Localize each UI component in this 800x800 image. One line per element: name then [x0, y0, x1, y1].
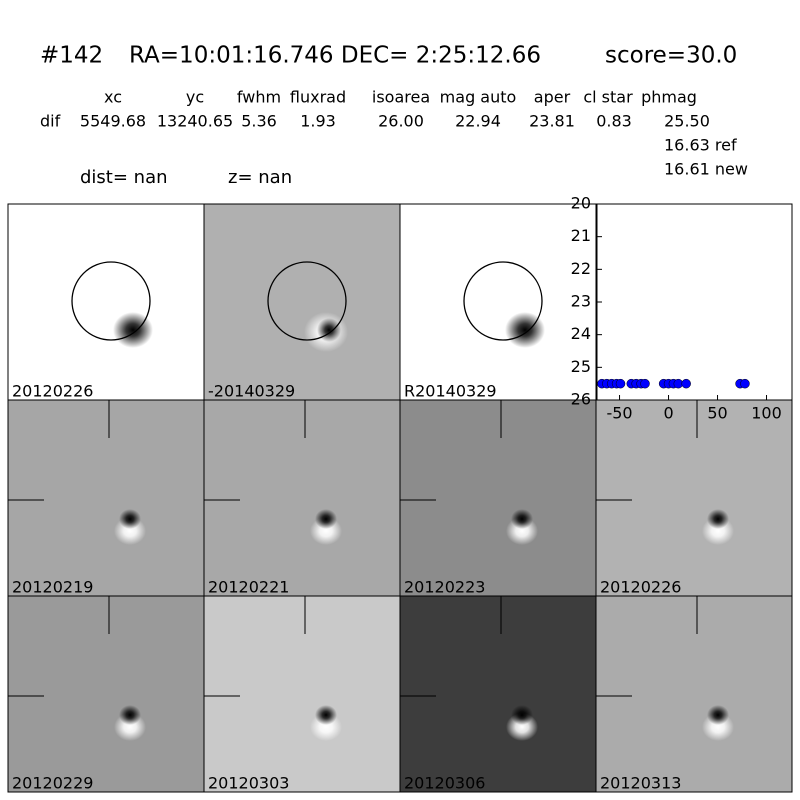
z: z= nan — [228, 167, 292, 188]
y-tick-label: 25 — [571, 357, 591, 376]
cell: 5549.68 — [80, 112, 146, 131]
panel-label: 20120313 — [600, 774, 681, 793]
panel-label: 20120223 — [404, 578, 485, 597]
cell: 26.00 — [378, 112, 424, 131]
cell: 25.50 — [664, 112, 710, 131]
column-header: xc — [104, 88, 122, 107]
x-tick-label: 50 — [707, 404, 727, 423]
dist: dist= nan — [80, 167, 168, 188]
point — [640, 378, 650, 389]
column-header: yc — [186, 88, 204, 107]
source — [505, 312, 545, 348]
panel-label: 20120219 — [12, 578, 93, 597]
image-panel — [203, 203, 401, 401]
score: score=30.0 — [605, 43, 737, 69]
cell: 22.94 — [455, 112, 501, 131]
panel-label: R20140329 — [404, 382, 497, 401]
cell: 5.36 — [241, 112, 277, 131]
aperture — [71, 261, 151, 341]
y-tick-label: 24 — [571, 324, 591, 343]
y-tick-label: 20 — [571, 194, 591, 213]
panel-label: 20120303 — [208, 774, 289, 793]
source — [317, 318, 341, 342]
source — [119, 705, 141, 725]
image-panel — [399, 399, 597, 597]
aperture — [267, 261, 347, 341]
cell: 23.81 — [529, 112, 575, 131]
image-panel — [595, 399, 793, 597]
extra: 16.63 ref — [664, 136, 737, 155]
id: #142 — [40, 43, 103, 69]
image-panel — [399, 203, 597, 401]
plot-area — [596, 203, 793, 401]
image-panel — [399, 595, 597, 793]
point — [740, 378, 750, 389]
image-panel — [7, 203, 205, 401]
column-header: phmag — [641, 88, 697, 107]
panel-label: 20120226 — [600, 578, 681, 597]
image-panel — [203, 595, 401, 793]
y-tick-label: 21 — [571, 226, 591, 245]
panel-label: 20120221 — [208, 578, 289, 597]
column-header: aper — [534, 88, 571, 107]
source — [315, 509, 337, 529]
x-tick-label: 100 — [751, 404, 782, 423]
source — [511, 705, 533, 725]
row-label: dif — [40, 112, 61, 131]
image-panel — [595, 595, 793, 793]
x-tick-label: 0 — [663, 404, 673, 423]
aperture — [463, 261, 543, 341]
point — [615, 378, 626, 389]
cell: 0.83 — [596, 112, 632, 131]
y-tick-label: 22 — [571, 259, 591, 278]
source — [119, 509, 141, 529]
point — [681, 378, 691, 389]
column-header: fwhm — [237, 88, 281, 107]
x-tick-label: -50 — [606, 404, 632, 423]
source — [707, 509, 729, 529]
image-panel — [7, 595, 205, 793]
image-panel — [7, 399, 205, 597]
panel-label: 20120229 — [12, 774, 93, 793]
source — [113, 312, 153, 348]
column-header: fluxrad — [290, 88, 346, 107]
cell: 13240.65 — [157, 112, 233, 131]
image-panel — [203, 399, 401, 597]
panel-label: -20140329 — [208, 382, 295, 401]
panel-label: 20120226 — [12, 382, 93, 401]
y-tick-label: 26 — [571, 390, 591, 409]
source — [315, 705, 337, 725]
source — [707, 705, 729, 725]
column-header: isoarea — [372, 88, 430, 107]
cell: 1.93 — [300, 112, 336, 131]
column-header: cl star — [583, 88, 633, 107]
coords: RA=10:01:16.746 DEC= 2:25:12.66 — [129, 43, 541, 69]
panel-label: 20120306 — [404, 774, 485, 793]
column-header: mag auto — [440, 88, 517, 107]
y-tick-label: 23 — [571, 292, 591, 311]
extra: 16.61 new — [664, 160, 748, 179]
source — [511, 509, 533, 529]
